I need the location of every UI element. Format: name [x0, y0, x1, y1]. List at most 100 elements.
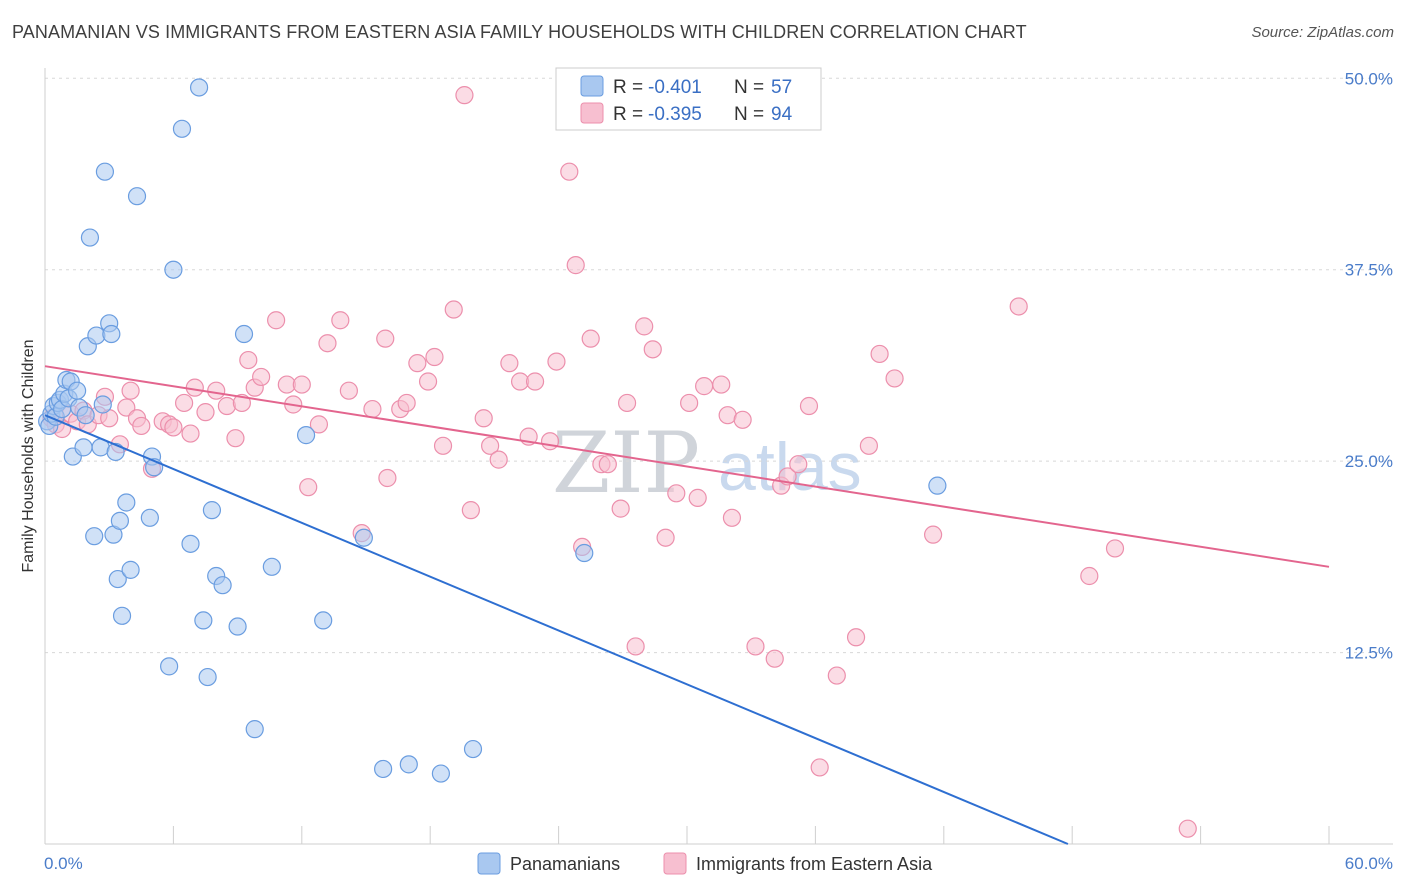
- legend-n-value-1: 57: [771, 77, 792, 98]
- legend-r-value-1: -0.401: [648, 77, 702, 98]
- legend-n-value-2: 94: [771, 104, 793, 125]
- legend-r-label-1: R =: [613, 77, 643, 98]
- data-point-immigrants: [117, 398, 136, 417]
- data-point-immigrants: [789, 455, 808, 474]
- data-point-immigrants: [207, 381, 226, 400]
- data-point-immigrants: [164, 418, 183, 437]
- legend-r-value-2: -0.395: [648, 104, 702, 125]
- data-point-panamanians: [575, 543, 594, 563]
- stats-legend: R = -0.401 N = 57 R = -0.395 N = 94: [555, 67, 822, 131]
- x-tick-label-min: 0.0%: [44, 854, 83, 873]
- data-point-immigrants: [376, 329, 395, 348]
- data-point-panamanians: [202, 501, 222, 520]
- data-point-panamanians: [181, 534, 200, 553]
- data-point-panamanians: [234, 324, 254, 344]
- data-point-immigrants: [121, 381, 140, 400]
- legend-swatch-immigrants: [580, 102, 604, 124]
- data-point-immigrants: [185, 378, 204, 397]
- data-point-panamanians: [228, 617, 247, 636]
- data-point-immigrants: [239, 350, 258, 370]
- data-point-immigrants: [846, 628, 866, 647]
- data-point-immigrants: [566, 256, 585, 275]
- data-point-immigrants: [1105, 539, 1125, 558]
- data-point-panamanians: [74, 438, 93, 457]
- data-point-panamanians: [102, 324, 121, 344]
- data-point-immigrants: [870, 344, 889, 364]
- data-point-panamanians: [85, 527, 104, 546]
- data-point-immigrants: [643, 340, 662, 359]
- y-tick-label: 37.5%: [1345, 261, 1393, 280]
- trend-line-panamanians: [44, 414, 1069, 845]
- data-point-panamanians: [164, 260, 183, 279]
- data-point-panamanians: [127, 187, 147, 206]
- data-point-immigrants: [226, 429, 245, 448]
- data-point-immigrants: [635, 317, 654, 336]
- data-point-immigrants: [267, 311, 286, 330]
- data-point-immigrants: [461, 501, 480, 520]
- legend-r-label-2: R =: [613, 104, 643, 125]
- data-point-panamanians: [121, 560, 140, 579]
- data-point-immigrants: [408, 354, 427, 373]
- data-point-panamanians: [194, 611, 213, 630]
- data-point-immigrants: [481, 436, 500, 455]
- series-immigrants-points: [42, 86, 1197, 838]
- source-note: Source: ZipAtlas.com: [1251, 24, 1394, 41]
- data-point-panamanians: [76, 406, 95, 425]
- data-point-panamanians: [160, 657, 179, 676]
- data-point-panamanians: [431, 764, 450, 783]
- data-point-panamanians: [198, 667, 217, 687]
- data-point-panamanians: [296, 426, 316, 445]
- legend-swatch-panamanians: [580, 75, 604, 97]
- data-point-immigrants: [656, 528, 675, 547]
- data-point-immigrants: [196, 403, 215, 422]
- data-point-immigrants: [339, 381, 358, 400]
- data-point-immigrants: [132, 416, 151, 436]
- data-point-panamanians: [117, 493, 136, 512]
- data-point-immigrants: [680, 393, 699, 413]
- data-point-panamanians: [928, 476, 947, 495]
- data-point-immigrants: [611, 499, 630, 518]
- data-point-immigrants: [722, 508, 742, 527]
- data-point-immigrants: [560, 162, 579, 181]
- data-point-immigrants: [433, 436, 453, 455]
- data-point-immigrants: [712, 375, 731, 394]
- data-point-immigrants: [581, 329, 600, 348]
- data-point-immigrants: [299, 478, 318, 497]
- data-point-immigrants: [318, 334, 337, 353]
- data-point-immigrants: [598, 455, 617, 474]
- data-point-panamanians: [374, 759, 393, 779]
- series-legend: Panamanians Immigrants from Eastern Asia: [477, 852, 933, 875]
- data-point-immigrants: [799, 396, 819, 416]
- data-point-panamanians: [262, 557, 281, 576]
- data-point-immigrants: [695, 377, 714, 396]
- data-point-immigrants: [765, 649, 784, 668]
- x-tick-label-max: 60.0%: [1345, 854, 1393, 873]
- data-point-immigrants: [500, 354, 519, 373]
- data-point-immigrants: [1178, 819, 1197, 838]
- data-point-panamanians: [399, 755, 418, 774]
- chart-title: PANAMANIAN VS IMMIGRANTS FROM EASTERN AS…: [12, 22, 1027, 42]
- data-point-immigrants: [175, 393, 194, 413]
- data-point-immigrants: [810, 758, 829, 777]
- data-point-immigrants: [667, 484, 686, 503]
- data-point-immigrants: [418, 372, 438, 391]
- y-tick-label: 25.0%: [1345, 452, 1393, 471]
- data-point-immigrants: [378, 468, 397, 488]
- data-point-panamanians: [67, 381, 87, 400]
- data-point-immigrants: [292, 375, 311, 394]
- data-point-panamanians: [95, 162, 115, 181]
- data-point-immigrants: [733, 410, 752, 429]
- data-point-immigrants: [363, 399, 382, 419]
- data-point-panamanians: [80, 228, 100, 247]
- data-point-panamanians: [314, 611, 333, 630]
- data-point-immigrants: [859, 436, 879, 455]
- data-point-panamanians: [106, 442, 125, 462]
- data-point-immigrants: [746, 637, 765, 656]
- data-point-panamanians: [463, 739, 483, 759]
- data-point-immigrants: [181, 424, 200, 443]
- bottom-legend-label-panamanians: Panamanians: [510, 854, 620, 874]
- data-point-immigrants: [232, 393, 251, 413]
- data-point-immigrants: [252, 367, 271, 387]
- data-point-immigrants: [923, 525, 943, 544]
